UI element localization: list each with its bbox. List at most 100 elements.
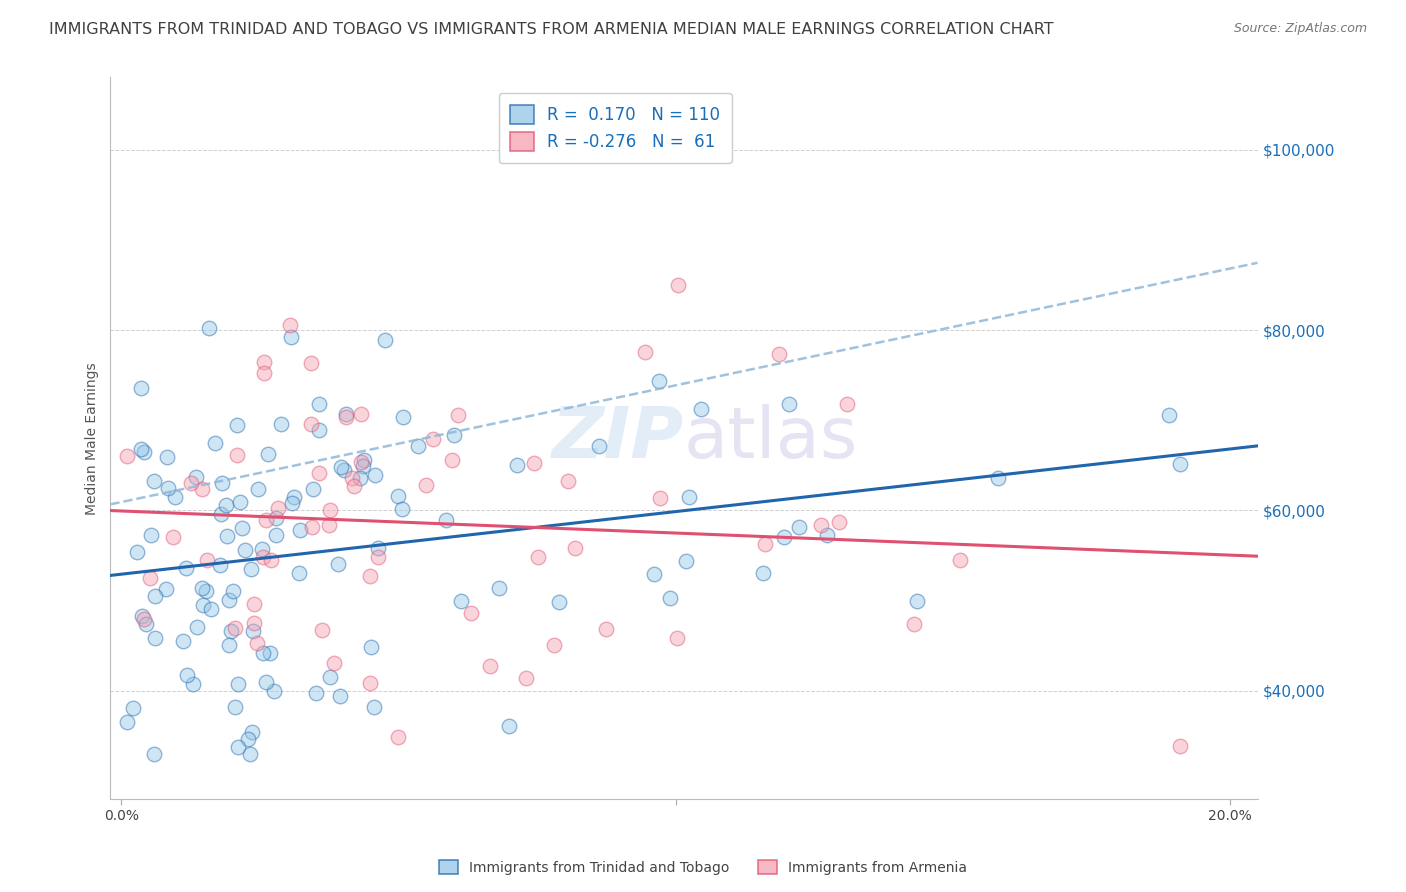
- Point: [340, 471, 363, 485]
- Point: [238, 732, 260, 747]
- Point: [278, 318, 301, 333]
- Point: [172, 633, 194, 648]
- Point: [267, 501, 290, 516]
- Point: [253, 366, 276, 380]
- Point: [668, 277, 690, 292]
- Point: [143, 747, 166, 761]
- Point: [387, 489, 409, 503]
- Point: [773, 530, 796, 544]
- Point: [319, 503, 342, 517]
- Point: [690, 402, 713, 417]
- Point: [322, 656, 344, 670]
- Point: [359, 569, 381, 583]
- Point: [233, 543, 256, 558]
- Point: [174, 561, 197, 575]
- Point: [209, 558, 232, 572]
- Point: [129, 381, 152, 395]
- Point: [253, 354, 276, 368]
- Point: [447, 409, 470, 423]
- Point: [288, 524, 311, 538]
- Point: [143, 631, 166, 645]
- Point: [254, 675, 277, 690]
- Point: [259, 646, 281, 660]
- Point: [406, 439, 429, 453]
- Point: [224, 621, 246, 635]
- Point: [222, 584, 245, 599]
- Point: [905, 594, 928, 608]
- Point: [115, 715, 138, 730]
- Point: [387, 730, 409, 744]
- Point: [225, 448, 247, 462]
- Point: [367, 549, 389, 564]
- Point: [434, 513, 457, 527]
- Point: [226, 739, 249, 754]
- Point: [139, 571, 162, 585]
- Point: [165, 490, 187, 504]
- Point: [139, 528, 162, 542]
- Point: [441, 452, 464, 467]
- Point: [252, 550, 274, 565]
- Point: [180, 475, 202, 490]
- Point: [335, 408, 357, 422]
- Point: [422, 432, 444, 446]
- Point: [658, 591, 681, 606]
- Point: [648, 374, 671, 388]
- Legend: R =  0.170   N = 110, R = -0.276   N =  61: R = 0.170 N = 110, R = -0.276 N = 61: [499, 93, 731, 163]
- Text: Source: ZipAtlas.com: Source: ZipAtlas.com: [1233, 22, 1367, 36]
- Point: [127, 545, 149, 559]
- Point: [200, 602, 222, 616]
- Point: [246, 636, 269, 650]
- Point: [443, 428, 465, 442]
- Point: [121, 701, 143, 715]
- Point: [252, 541, 274, 556]
- Point: [195, 553, 218, 567]
- Point: [229, 494, 252, 508]
- Point: [231, 521, 253, 535]
- Point: [143, 589, 166, 603]
- Point: [254, 513, 277, 527]
- Point: [299, 417, 322, 432]
- Point: [215, 498, 238, 512]
- Point: [186, 620, 208, 634]
- Point: [1168, 739, 1191, 754]
- Point: [903, 616, 925, 631]
- Point: [391, 502, 413, 516]
- Point: [215, 528, 238, 542]
- Point: [634, 345, 657, 359]
- Point: [523, 456, 546, 470]
- Point: [195, 583, 218, 598]
- Point: [363, 700, 385, 714]
- Point: [226, 417, 249, 432]
- Point: [335, 409, 357, 424]
- Point: [326, 558, 349, 572]
- Point: [239, 747, 262, 761]
- Point: [360, 640, 382, 655]
- Point: [270, 417, 292, 432]
- Point: [675, 554, 697, 568]
- Point: [557, 474, 579, 488]
- Point: [828, 515, 851, 529]
- Point: [789, 519, 811, 533]
- Point: [1159, 408, 1181, 422]
- Point: [768, 347, 790, 361]
- Y-axis label: Median Male Earnings: Median Male Earnings: [86, 362, 100, 515]
- Point: [987, 471, 1010, 485]
- Point: [949, 552, 972, 566]
- Point: [548, 595, 571, 609]
- Point: [308, 466, 330, 480]
- Point: [666, 632, 689, 646]
- Point: [218, 593, 240, 607]
- Point: [810, 517, 832, 532]
- Point: [515, 671, 537, 685]
- Point: [333, 462, 356, 476]
- Point: [311, 623, 333, 637]
- Point: [837, 397, 859, 411]
- Point: [328, 690, 350, 704]
- Point: [415, 477, 437, 491]
- Point: [506, 458, 529, 472]
- Point: [224, 700, 246, 714]
- Point: [132, 612, 155, 626]
- Point: [564, 541, 586, 555]
- Point: [815, 528, 838, 542]
- Point: [299, 356, 322, 370]
